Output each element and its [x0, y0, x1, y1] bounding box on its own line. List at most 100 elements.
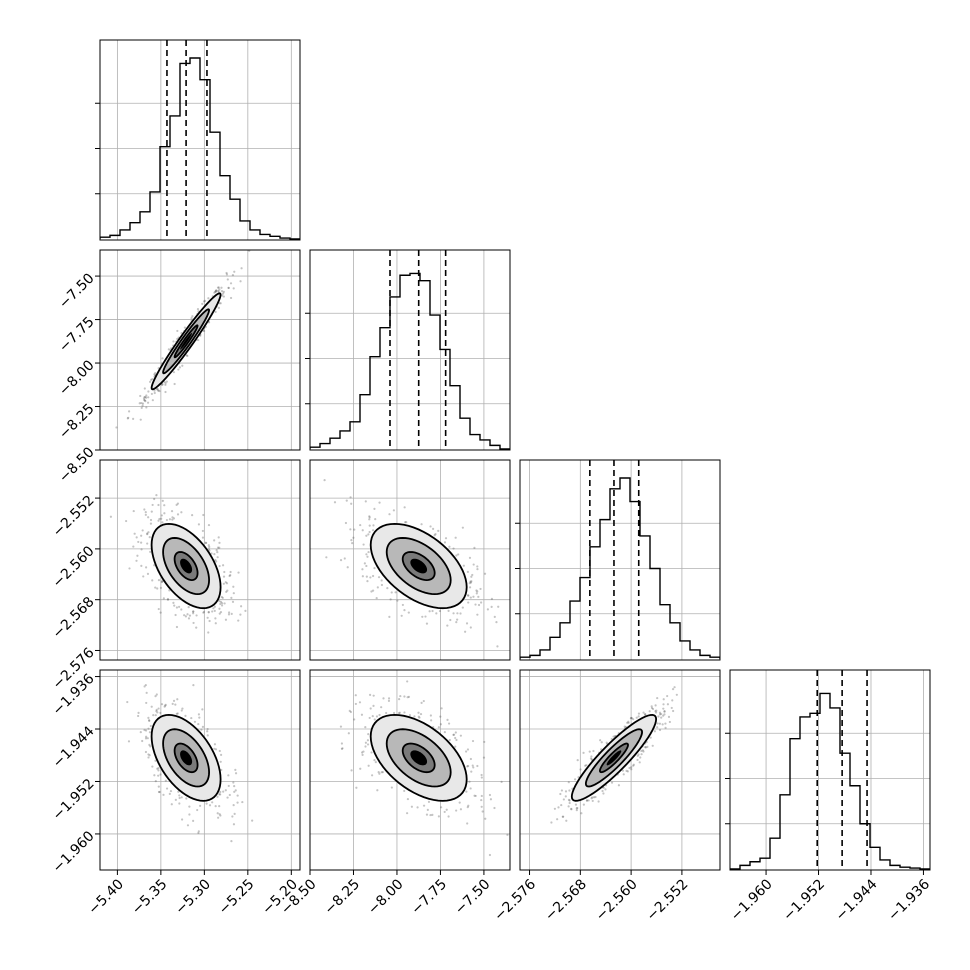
sample-point — [140, 541, 143, 544]
sample-point — [439, 723, 442, 726]
sample-point — [376, 586, 379, 589]
sample-point — [372, 524, 375, 527]
sample-point — [580, 812, 583, 815]
contour-line — [401, 742, 436, 774]
sample-point — [176, 329, 179, 333]
sample-point — [489, 798, 493, 801]
sample-point — [486, 608, 489, 611]
sample-point — [192, 610, 195, 613]
sample-point — [380, 583, 384, 587]
sample-point — [364, 725, 367, 729]
sample-point — [218, 607, 221, 610]
sample-point — [197, 523, 201, 526]
sample-point — [125, 519, 128, 523]
sample-point — [348, 709, 351, 712]
density-peak — [180, 750, 193, 766]
sample-point — [225, 271, 228, 275]
sample-point — [364, 741, 367, 744]
sample-point — [159, 773, 162, 776]
sample-point — [218, 805, 221, 808]
sample-point — [226, 278, 229, 281]
sample-point — [662, 703, 665, 706]
sample-point — [164, 383, 167, 386]
sample-point — [148, 380, 152, 384]
sample-point — [468, 586, 472, 589]
sample-point — [658, 711, 662, 714]
sample-point — [390, 591, 393, 594]
sample-point — [473, 794, 476, 797]
sample-point — [390, 786, 393, 789]
sample-point — [147, 390, 150, 393]
sample-point — [400, 614, 403, 617]
sample-point — [661, 723, 664, 726]
sample-point — [476, 590, 479, 593]
sample-point — [192, 683, 195, 687]
sample-point — [471, 739, 475, 743]
sample-point — [159, 586, 163, 589]
sample-point — [403, 506, 406, 509]
sample-point — [220, 604, 224, 607]
sample-point — [483, 572, 487, 575]
sample-point — [161, 580, 164, 583]
sample-point — [185, 797, 188, 800]
sample-point — [476, 764, 479, 768]
sample-point — [575, 807, 578, 810]
sample-point — [227, 774, 230, 777]
sample-point — [153, 391, 156, 395]
sample-point — [192, 819, 195, 822]
sample-point — [173, 382, 176, 386]
sample-point — [155, 710, 158, 713]
y-tick-label: −8.00 — [56, 357, 98, 399]
sample-point — [660, 716, 663, 719]
sample-point — [671, 699, 674, 702]
sample-point — [213, 747, 216, 750]
sample-point — [221, 596, 224, 599]
sample-point — [171, 518, 174, 521]
sample-point — [144, 683, 147, 687]
sample-point — [239, 613, 242, 616]
sample-point — [175, 712, 178, 715]
sample-point — [178, 796, 181, 800]
sample-point — [195, 626, 198, 629]
sample-point — [128, 567, 131, 570]
sample-point — [177, 605, 181, 608]
sample-point — [662, 698, 665, 701]
sample-point — [637, 753, 640, 756]
sample-point — [621, 769, 625, 772]
sample-point — [465, 790, 468, 793]
sample-point — [452, 733, 455, 737]
contour-line — [150, 713, 222, 802]
sample-point — [630, 768, 633, 771]
sample-point — [232, 781, 235, 784]
sample-point — [392, 711, 396, 715]
sample-point — [188, 805, 191, 808]
sample-point — [429, 813, 432, 817]
sample-point — [454, 536, 457, 539]
sample-point — [218, 793, 221, 796]
sample-point — [354, 694, 357, 697]
sample-point — [213, 743, 217, 746]
sample-point — [239, 280, 242, 283]
sample-point — [637, 712, 641, 715]
contour-line — [369, 713, 468, 802]
sample-point — [222, 292, 225, 295]
sample-point — [161, 357, 164, 360]
sample-point — [170, 803, 173, 806]
sample-point — [164, 704, 167, 707]
sample-point — [388, 615, 391, 618]
panel-frame — [99, 39, 301, 241]
sample-point — [228, 793, 231, 797]
sample-point — [559, 792, 562, 796]
sample-point — [368, 524, 371, 527]
sample-point — [632, 718, 635, 721]
sample-point — [214, 290, 218, 293]
sample-point — [207, 321, 211, 324]
sample-point — [236, 801, 239, 804]
sample-point — [160, 383, 164, 386]
sample-point — [466, 594, 470, 597]
sample-point — [363, 562, 366, 565]
sample-point — [230, 596, 233, 599]
sample-point — [455, 738, 458, 742]
sample-point — [207, 523, 211, 527]
sample-point — [225, 273, 229, 276]
